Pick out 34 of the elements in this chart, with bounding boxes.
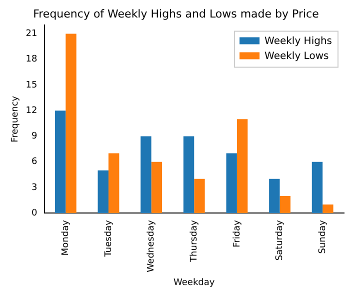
bar bbox=[236, 119, 248, 214]
bar bbox=[54, 110, 66, 214]
bar bbox=[66, 34, 76, 214]
bar bbox=[151, 162, 162, 214]
x-tick-label: Monday bbox=[61, 219, 72, 256]
bar bbox=[194, 178, 205, 214]
legend-label: Weekly Lows bbox=[264, 50, 329, 62]
bar bbox=[312, 162, 323, 214]
x-tick-label: Thursday bbox=[189, 219, 200, 263]
bar bbox=[322, 204, 334, 214]
bar bbox=[226, 153, 237, 214]
chart-title: Frequency of Weekly Highs and Lows made by Price bbox=[33, 7, 320, 20]
x-tick-label: Wednesday bbox=[146, 219, 157, 272]
y-tick-label: 15 bbox=[26, 80, 38, 90]
bar bbox=[98, 170, 108, 214]
x-tick-label: Friday bbox=[232, 219, 242, 248]
bar bbox=[108, 153, 120, 214]
y-tick-label: 18 bbox=[26, 54, 38, 65]
bar bbox=[140, 136, 152, 214]
x-axis-title: Weekday bbox=[174, 278, 216, 288]
y-axis-title: Frequency bbox=[10, 95, 21, 142]
y-tick-label: 3 bbox=[32, 182, 38, 193]
x-tick-label: Saturday bbox=[275, 219, 286, 261]
y-tick-label: 6 bbox=[32, 157, 38, 168]
y-tick-label: 21 bbox=[26, 29, 38, 40]
legend-label: Weekly Highs bbox=[264, 36, 332, 47]
x-tick-label: Tuesday bbox=[104, 219, 114, 258]
y-tick-label: 9 bbox=[32, 132, 38, 142]
y-tick-label: 12 bbox=[26, 106, 38, 116]
y-tick-label: 0 bbox=[32, 208, 38, 218]
x-tick-label: Sunday bbox=[318, 219, 328, 254]
bar bbox=[280, 196, 290, 214]
bar bbox=[183, 136, 194, 214]
bar bbox=[269, 178, 280, 214]
